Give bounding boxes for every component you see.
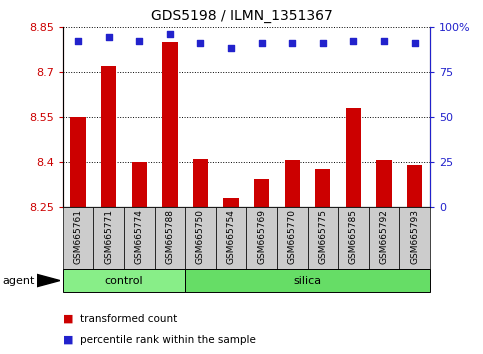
Bar xyxy=(93,207,124,269)
Bar xyxy=(376,160,392,207)
Point xyxy=(74,38,82,44)
Bar xyxy=(338,207,369,269)
Bar xyxy=(369,207,399,269)
Bar xyxy=(155,207,185,269)
Point xyxy=(197,40,204,46)
Point xyxy=(227,45,235,51)
Text: GSM665793: GSM665793 xyxy=(410,209,419,264)
Text: ■: ■ xyxy=(63,314,73,324)
Point xyxy=(350,38,357,44)
Bar xyxy=(63,207,93,269)
Text: transformed count: transformed count xyxy=(80,314,177,324)
Point xyxy=(380,38,388,44)
Text: GSM665769: GSM665769 xyxy=(257,209,266,264)
Bar xyxy=(284,160,300,207)
Text: silica: silica xyxy=(294,275,322,286)
Text: ■: ■ xyxy=(63,335,73,345)
Text: GSM665771: GSM665771 xyxy=(104,209,113,264)
Point xyxy=(135,38,143,44)
Bar xyxy=(216,207,246,269)
Text: GSM665770: GSM665770 xyxy=(288,209,297,264)
Text: GSM665775: GSM665775 xyxy=(318,209,327,264)
Bar xyxy=(101,65,116,207)
Point xyxy=(105,35,113,40)
Text: GSM665774: GSM665774 xyxy=(135,209,144,264)
Bar xyxy=(308,207,338,269)
Bar xyxy=(131,162,147,207)
Text: GSM665761: GSM665761 xyxy=(73,209,83,264)
Bar xyxy=(71,117,86,207)
Bar xyxy=(162,41,177,207)
Bar xyxy=(185,269,430,292)
Bar xyxy=(193,159,208,207)
Point xyxy=(288,40,296,46)
Point xyxy=(319,40,327,46)
Text: GSM665788: GSM665788 xyxy=(165,209,174,264)
Point xyxy=(258,40,266,46)
Point xyxy=(411,40,418,46)
Text: agent: agent xyxy=(2,275,35,286)
Text: percentile rank within the sample: percentile rank within the sample xyxy=(80,335,256,345)
Bar xyxy=(315,170,330,207)
Bar xyxy=(124,207,155,269)
Bar xyxy=(407,165,422,207)
Text: GSM665754: GSM665754 xyxy=(227,209,236,264)
Text: GSM665792: GSM665792 xyxy=(380,209,388,264)
Point xyxy=(166,31,174,36)
Text: GDS5198 / ILMN_1351367: GDS5198 / ILMN_1351367 xyxy=(151,9,332,23)
Bar xyxy=(246,207,277,269)
Text: GSM665750: GSM665750 xyxy=(196,209,205,264)
Bar xyxy=(185,207,216,269)
Bar xyxy=(63,269,185,292)
Bar xyxy=(223,198,239,207)
Bar xyxy=(254,178,270,207)
Text: control: control xyxy=(105,275,143,286)
Bar xyxy=(277,207,308,269)
Bar xyxy=(399,207,430,269)
Text: GSM665785: GSM665785 xyxy=(349,209,358,264)
Bar xyxy=(346,108,361,207)
Polygon shape xyxy=(37,274,60,287)
